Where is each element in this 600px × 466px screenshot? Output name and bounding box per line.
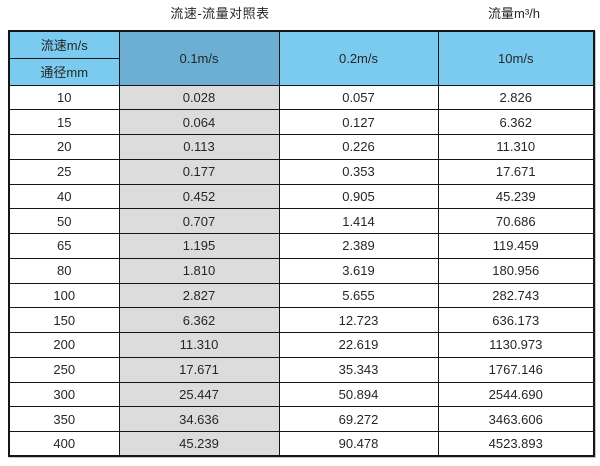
diameter-cell: 150 — [8, 307, 120, 333]
table-row: 250 17.671 35.343 1767.146 — [8, 356, 595, 383]
flow-value-cell: 282.743 — [437, 282, 595, 309]
flow-value-cell: 6.362 — [118, 307, 280, 333]
flow-value-cell: 34.636 — [118, 406, 280, 432]
flow-value-cell: 69.272 — [278, 406, 439, 432]
flow-value-cell: 0.028 — [118, 84, 280, 111]
flow-value-cell: 11.310 — [437, 134, 595, 160]
flow-value-cell: 45.239 — [118, 431, 280, 457]
header-column-0-1ms: 0.1m/s — [118, 30, 280, 86]
flow-value-cell: 0.177 — [118, 158, 280, 185]
header-velocity-label: 流速m/s — [8, 30, 120, 59]
flow-value-cell: 22.619 — [278, 332, 439, 358]
diameter-cell: 80 — [8, 257, 120, 284]
table-body: 10 0.028 0.057 2.826 15 0.064 0.127 6.362 20 0.11… — [8, 84, 595, 457]
flow-value-cell: 3463.606 — [437, 406, 595, 432]
diameter-cell: 15 — [8, 109, 120, 135]
flow-value-cell: 90.478 — [278, 431, 439, 457]
table-row: 20 0.113 0.226 11.310 — [8, 134, 595, 160]
table-row: 10 0.028 0.057 2.826 — [8, 84, 595, 111]
diameter-cell: 25 — [8, 158, 120, 185]
flow-value-cell: 17.671 — [118, 356, 280, 383]
flow-value-cell: 0.064 — [118, 109, 280, 135]
flow-value-cell: 180.956 — [437, 257, 595, 284]
flow-value-cell: 0.452 — [118, 183, 280, 210]
flow-value-cell: 70.686 — [437, 208, 595, 234]
diameter-cell: 10 — [8, 84, 120, 111]
table-row: 80 1.810 3.619 180.956 — [8, 257, 595, 284]
header-column-0-2ms: 0.2m/s — [278, 30, 439, 86]
flow-value-cell: 0.905 — [278, 183, 439, 210]
flow-value-cell: 119.459 — [437, 233, 595, 259]
flow-value-cell: 0.707 — [118, 208, 280, 234]
flow-value-cell: 1.810 — [118, 257, 280, 284]
flow-value-cell: 2.827 — [118, 282, 280, 309]
header-diameter-label: 通径mm — [8, 57, 120, 86]
flow-value-cell: 0.127 — [278, 109, 439, 135]
flow-value-cell: 1.195 — [118, 233, 280, 259]
flow-value-cell: 1767.146 — [437, 356, 595, 383]
table-row: 350 34.636 69.272 3463.606 — [8, 406, 595, 432]
table-row: 25 0.177 0.353 17.671 — [8, 158, 595, 185]
flow-value-cell: 2544.690 — [437, 381, 595, 408]
flow-value-cell: 1130.973 — [437, 332, 595, 358]
flow-value-cell: 1.414 — [278, 208, 439, 234]
flow-value-cell: 3.619 — [278, 257, 439, 284]
flow-value-cell: 6.362 — [437, 109, 595, 135]
flow-value-cell: 0.057 — [278, 84, 439, 111]
table-row: 50 0.707 1.414 70.686 — [8, 208, 595, 234]
flow-value-cell: 2.389 — [278, 233, 439, 259]
flow-rate-table: 流速m/s 0.1m/s 0.2m/s 10m/s 通径mm 10 0.028 0.… — [8, 30, 595, 458]
diameter-cell: 300 — [8, 381, 120, 408]
table-row: 200 11.310 22.619 1130.973 — [8, 332, 595, 358]
diameter-cell: 400 — [8, 431, 120, 457]
diameter-cell: 20 — [8, 134, 120, 160]
table-row: 400 45.239 90.478 4523.893 — [8, 431, 595, 457]
flow-unit-label: 流量m³/h — [488, 6, 541, 21]
flow-value-cell: 0.353 — [278, 158, 439, 185]
flow-value-cell: 25.447 — [118, 381, 280, 408]
flow-value-cell: 5.655 — [278, 282, 439, 309]
table-row: 100 2.827 5.655 282.743 — [8, 282, 595, 309]
flow-value-cell: 35.343 — [278, 356, 439, 383]
flow-value-cell: 50.894 — [278, 381, 439, 408]
header-row-diameter: 通径mm — [8, 57, 594, 86]
flow-value-cell: 11.310 — [118, 332, 280, 358]
table-header: 流速m/s 0.1m/s 0.2m/s 10m/s 通径mm — [8, 30, 595, 86]
flow-value-cell: 45.239 — [437, 183, 595, 210]
table-row: 15 0.064 0.127 6.362 — [8, 109, 595, 135]
diameter-cell: 350 — [8, 406, 120, 432]
flow-value-cell: 17.671 — [437, 158, 595, 185]
flow-value-cell: 0.113 — [118, 134, 280, 160]
table-row: 40 0.452 0.905 45.239 — [8, 183, 595, 210]
flow-value-cell: 2.826 — [437, 84, 595, 111]
diameter-cell: 40 — [8, 183, 120, 210]
table-title: 流速-流量对照表 — [170, 6, 270, 21]
diameter-cell: 65 — [8, 233, 120, 259]
header-row-velocity: 流速m/s 0.1m/s 0.2m/s 10m/s — [8, 30, 595, 86]
flow-value-cell: 12.723 — [278, 307, 439, 333]
flow-value-cell: 636.173 — [437, 307, 595, 333]
table-row: 150 6.362 12.723 636.173 — [8, 307, 595, 333]
diameter-cell: 250 — [8, 356, 120, 383]
table-row: 300 25.447 50.894 2544.690 — [8, 381, 595, 408]
table-row: 65 1.195 2.389 119.459 — [8, 233, 595, 259]
diameter-cell: 100 — [8, 282, 120, 309]
flow-value-cell: 4523.893 — [437, 431, 595, 457]
header-column-10ms: 10m/s — [437, 30, 595, 86]
diameter-cell: 200 — [8, 332, 120, 358]
diameter-cell: 50 — [8, 208, 120, 234]
flow-value-cell: 0.226 — [278, 134, 439, 160]
